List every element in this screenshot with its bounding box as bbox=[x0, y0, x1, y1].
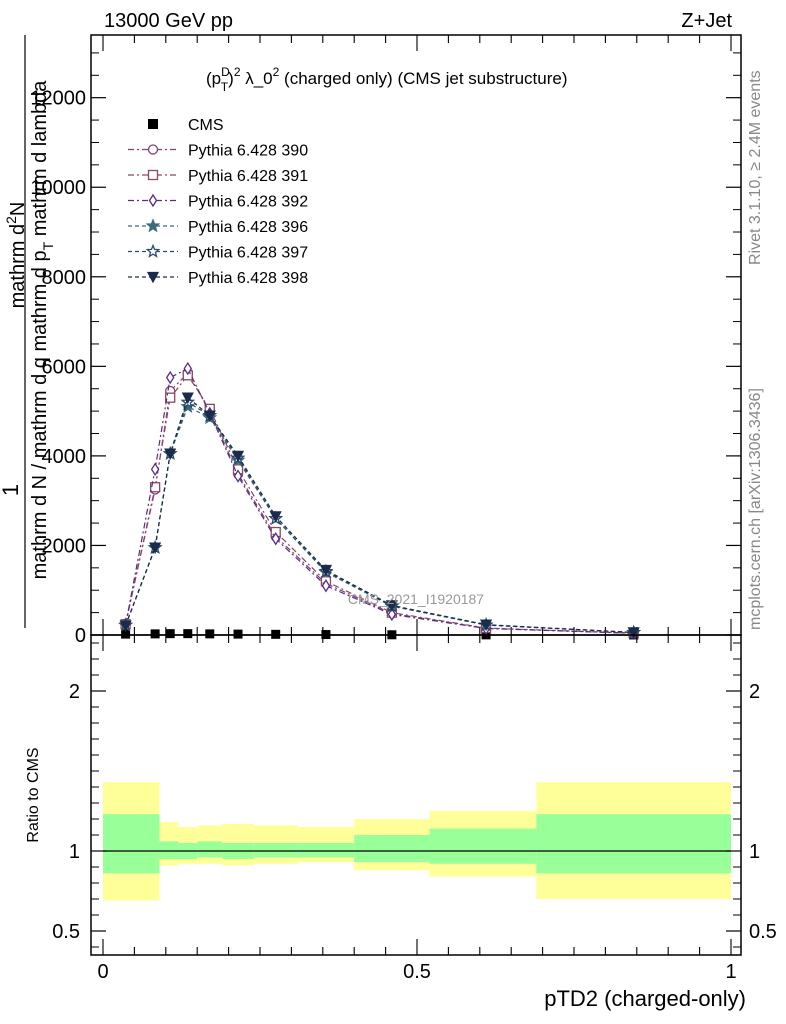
process-label: Z+Jet bbox=[681, 10, 732, 32]
series-point bbox=[145, 218, 161, 233]
legend-label: Pythia 6.428 397 bbox=[188, 245, 308, 262]
x-tick-label: 0.5 bbox=[403, 961, 431, 983]
series-point bbox=[319, 564, 333, 577]
series-group bbox=[119, 392, 640, 639]
energy-label: 13000 GeV pp bbox=[104, 10, 233, 32]
series-point bbox=[119, 620, 132, 632]
legend-label: Pythia 6.428 392 bbox=[188, 194, 308, 211]
x-axis-label: pTD2 (charged-only) bbox=[544, 986, 746, 1011]
ylabel-denominator: mathrm d N / mathrm d q mathrm d pT math… bbox=[29, 80, 56, 580]
ratio-y-tick-label: 0.5 bbox=[52, 921, 80, 943]
legend-label: Pythia 6.428 398 bbox=[188, 270, 308, 287]
series-point bbox=[165, 370, 175, 385]
cms-data-point bbox=[121, 629, 131, 639]
legend-label: Pythia 6.428 396 bbox=[188, 219, 308, 236]
ratio-y-tick-label: 2 bbox=[69, 681, 80, 703]
x-tick-label: 0 bbox=[97, 961, 108, 983]
inner-uncertainty-band bbox=[159, 841, 179, 859]
ratio-y-tick-label: 1 bbox=[69, 841, 80, 863]
ratio-y-tick-label-right: 0.5 bbox=[749, 921, 777, 943]
series-point bbox=[147, 169, 159, 181]
watermark: CMS_2021_I1920187 bbox=[348, 591, 484, 607]
series-point bbox=[148, 193, 158, 208]
series-point bbox=[387, 607, 397, 622]
series-point bbox=[146, 271, 160, 284]
series-point bbox=[149, 542, 162, 555]
series-point bbox=[480, 619, 493, 632]
y-tick-label: 10000 bbox=[30, 177, 86, 199]
cms-data-point bbox=[183, 629, 193, 639]
legend: CMS Pythia 6.428 390 Pythia 6.428 391 Pythi… bbox=[128, 117, 308, 287]
cms-data-point bbox=[165, 629, 175, 639]
legend-marker-cms bbox=[148, 119, 158, 129]
series-point bbox=[149, 482, 161, 493]
series-point bbox=[181, 392, 194, 405]
x-tick-labels: 0 0.5 1 bbox=[97, 961, 736, 983]
series-point bbox=[203, 410, 216, 422]
inner-uncertainty-band bbox=[354, 835, 430, 863]
ratio-frame bbox=[90, 634, 742, 956]
series-point bbox=[269, 511, 282, 523]
series-point bbox=[183, 361, 193, 376]
ratio-axes: 0.5 0.5 1 1 2 2 bbox=[52, 635, 777, 955]
series-line bbox=[125, 367, 634, 634]
inner-uncertainty-band bbox=[429, 828, 537, 864]
inner-uncertainty-band bbox=[297, 843, 355, 858]
legend-label: Pythia 6.428 390 bbox=[188, 143, 308, 160]
series-point bbox=[385, 600, 398, 612]
series-point bbox=[180, 398, 196, 413]
main-axes: 0 2000 4000 6000 8000 10000 12000 bbox=[30, 35, 741, 647]
legend-label: Pythia 6.428 391 bbox=[188, 168, 308, 185]
cms-data-point bbox=[205, 629, 215, 639]
y-tick-label: 2000 bbox=[42, 535, 87, 557]
series-point bbox=[231, 450, 245, 463]
ratio-panel: 0.5 0.5 1 1 2 2 Ratio to CMS bbox=[25, 634, 777, 956]
y-tick-label: 12000 bbox=[30, 88, 86, 110]
ratio-y-tick-label-right: 1 bbox=[749, 841, 760, 863]
mcplots-label: mcplots.cern.ch [arXiv:1306.3436] bbox=[747, 388, 764, 630]
series-point bbox=[150, 462, 160, 477]
x-tick-label: 1 bbox=[725, 961, 736, 983]
series-point bbox=[271, 532, 280, 546]
y-tick-label: 4000 bbox=[42, 446, 87, 468]
series-point bbox=[145, 243, 161, 258]
inner-uncertainty-band bbox=[253, 843, 298, 858]
main-ylabel: 1 mathrm d2N mathrm d N / mathrm d q mat… bbox=[0, 35, 56, 628]
inner-uncertainty-band bbox=[536, 814, 731, 874]
series-point bbox=[165, 392, 176, 403]
cms-data-point bbox=[150, 629, 160, 639]
series-point bbox=[627, 627, 640, 639]
rivet-label: Rivet 3.1.10, ≥ 2.4M events bbox=[747, 70, 764, 265]
legend-label: CMS bbox=[188, 117, 224, 134]
ylabel-one: 1 bbox=[0, 484, 23, 496]
y-tick-label: 0 bbox=[75, 625, 86, 647]
series-point bbox=[147, 144, 159, 155]
main-series bbox=[118, 361, 642, 641]
main-panel: 0 2000 4000 6000 8000 10000 12000 CMS_2021_I19… bbox=[0, 34, 742, 647]
plot-title: (pD T)2 λ_02 (charged only) (CMS jet subs… bbox=[206, 65, 567, 94]
inner-uncertainty-band bbox=[197, 841, 223, 858]
ylabel-num: mathrm d2N bbox=[3, 202, 29, 309]
y-tick-label: 6000 bbox=[42, 356, 87, 378]
series-point bbox=[164, 448, 177, 461]
ratio-ylabel: Ratio to CMS bbox=[25, 747, 42, 842]
ratio-y-tick-label-right: 2 bbox=[749, 681, 760, 703]
cms-data-point bbox=[233, 629, 243, 639]
inner-uncertainty-band bbox=[103, 814, 160, 874]
y-tick-label: 8000 bbox=[42, 267, 87, 289]
ratio-bands bbox=[103, 782, 731, 901]
series-point bbox=[321, 579, 331, 593]
series-point bbox=[233, 469, 243, 483]
